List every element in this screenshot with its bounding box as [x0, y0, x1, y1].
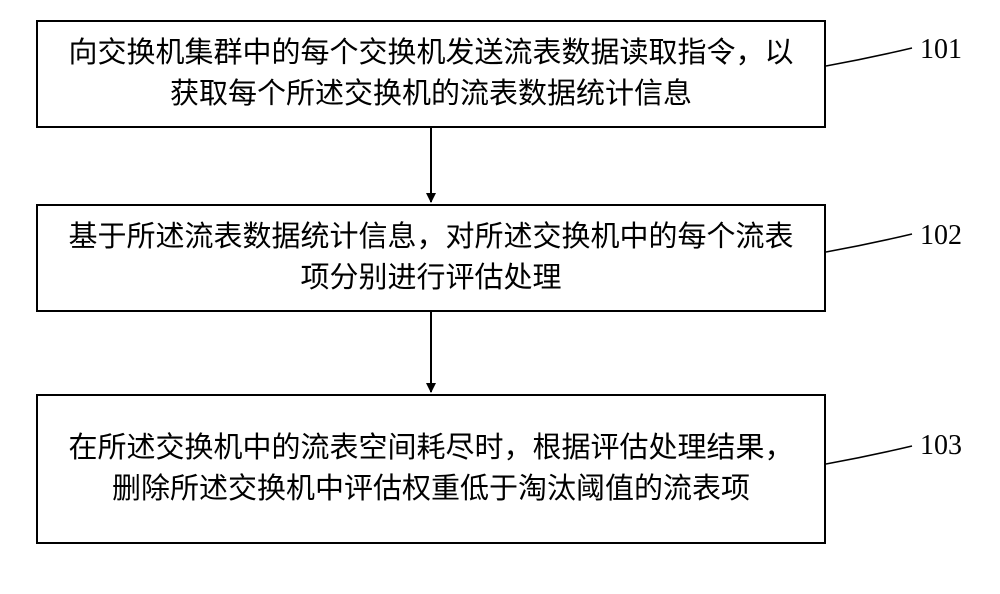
flow-node-101-text: 向交换机集群中的每个交换机发送流表数据读取指令，以获取每个所述交换机的流表数据统… — [58, 33, 804, 114]
leader-102 — [826, 234, 912, 252]
leader-101 — [826, 48, 912, 66]
step-label-103: 103 — [920, 430, 962, 462]
step-label-102: 102 — [920, 220, 962, 252]
flow-node-101: 向交换机集群中的每个交换机发送流表数据读取指令，以获取每个所述交换机的流表数据统… — [36, 20, 826, 128]
step-label-103-text: 103 — [920, 430, 962, 461]
step-label-101-text: 101 — [920, 34, 962, 65]
step-label-102-text: 102 — [920, 220, 962, 251]
flowchart-canvas: 向交换机集群中的每个交换机发送流表数据读取指令，以获取每个所述交换机的流表数据统… — [0, 0, 1000, 594]
step-label-101: 101 — [920, 34, 962, 66]
flow-node-102: 基于所述流表数据统计信息，对所述交换机中的每个流表项分别进行评估处理 — [36, 204, 826, 312]
leader-103 — [826, 446, 912, 464]
flow-node-102-text: 基于所述流表数据统计信息，对所述交换机中的每个流表项分别进行评估处理 — [58, 217, 804, 298]
flow-node-103: 在所述交换机中的流表空间耗尽时，根据评估处理结果，删除所述交换机中评估权重低于淘… — [36, 394, 826, 544]
flow-node-103-text: 在所述交换机中的流表空间耗尽时，根据评估处理结果，删除所述交换机中评估权重低于淘… — [58, 428, 804, 509]
